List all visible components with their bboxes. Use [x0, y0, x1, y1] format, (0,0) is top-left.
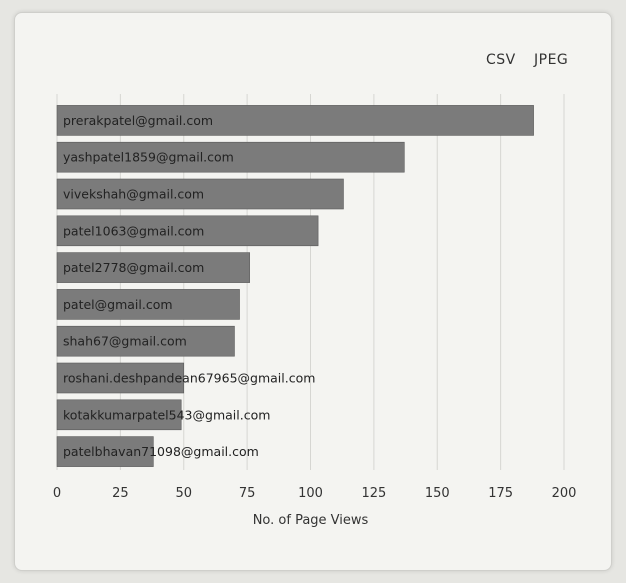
- bar-label-6: shah67@gmail.com: [63, 334, 187, 349]
- bar-label-2: vivekshah@gmail.com: [63, 187, 204, 202]
- bar-label-7: roshani.deshpandean67965@gmail.com: [63, 371, 315, 386]
- bar-label-3: patel1063@gmail.com: [63, 223, 204, 238]
- bar-label-0: prerakpatel@gmail.com: [63, 113, 213, 128]
- bar-6: [56, 325, 235, 357]
- x-tick-label-6: 150: [425, 486, 450, 501]
- bar-label-9: patelbhavan71098@gmail.com: [63, 444, 259, 459]
- x-axis-title: No. of Page Views: [253, 513, 369, 528]
- x-tick-label-0: 0: [53, 486, 61, 501]
- x-tick-label-1: 25: [112, 486, 129, 501]
- bar-8: [56, 399, 182, 431]
- bar-1: [56, 141, 405, 173]
- x-tick-label-3: 75: [239, 486, 256, 501]
- bar-label-1: yashpatel1859@gmail.com: [63, 150, 234, 165]
- x-tick-label-7: 175: [488, 486, 513, 501]
- bar-label-5: patel@gmail.com: [63, 297, 173, 312]
- bar-7: [56, 362, 185, 394]
- bar-9: [56, 436, 154, 467]
- bar-0: [56, 105, 534, 136]
- bar-5: [56, 289, 240, 320]
- csv-export-button[interactable]: CSV: [486, 52, 516, 68]
- x-tick-label-8: 200: [552, 486, 577, 501]
- x-tick-label-4: 100: [298, 486, 323, 501]
- x-tick-label-2: 50: [175, 486, 192, 501]
- bar-4: [56, 252, 250, 283]
- jpeg-export-button[interactable]: JPEG: [534, 52, 569, 68]
- bar-label-8: kotakkumarpatel543@gmail.com: [63, 407, 270, 422]
- bar-label-4: patel2778@gmail.com: [63, 260, 204, 275]
- bar-2: [56, 178, 344, 210]
- x-tick-label-5: 125: [361, 486, 386, 501]
- bar-3: [56, 215, 319, 247]
